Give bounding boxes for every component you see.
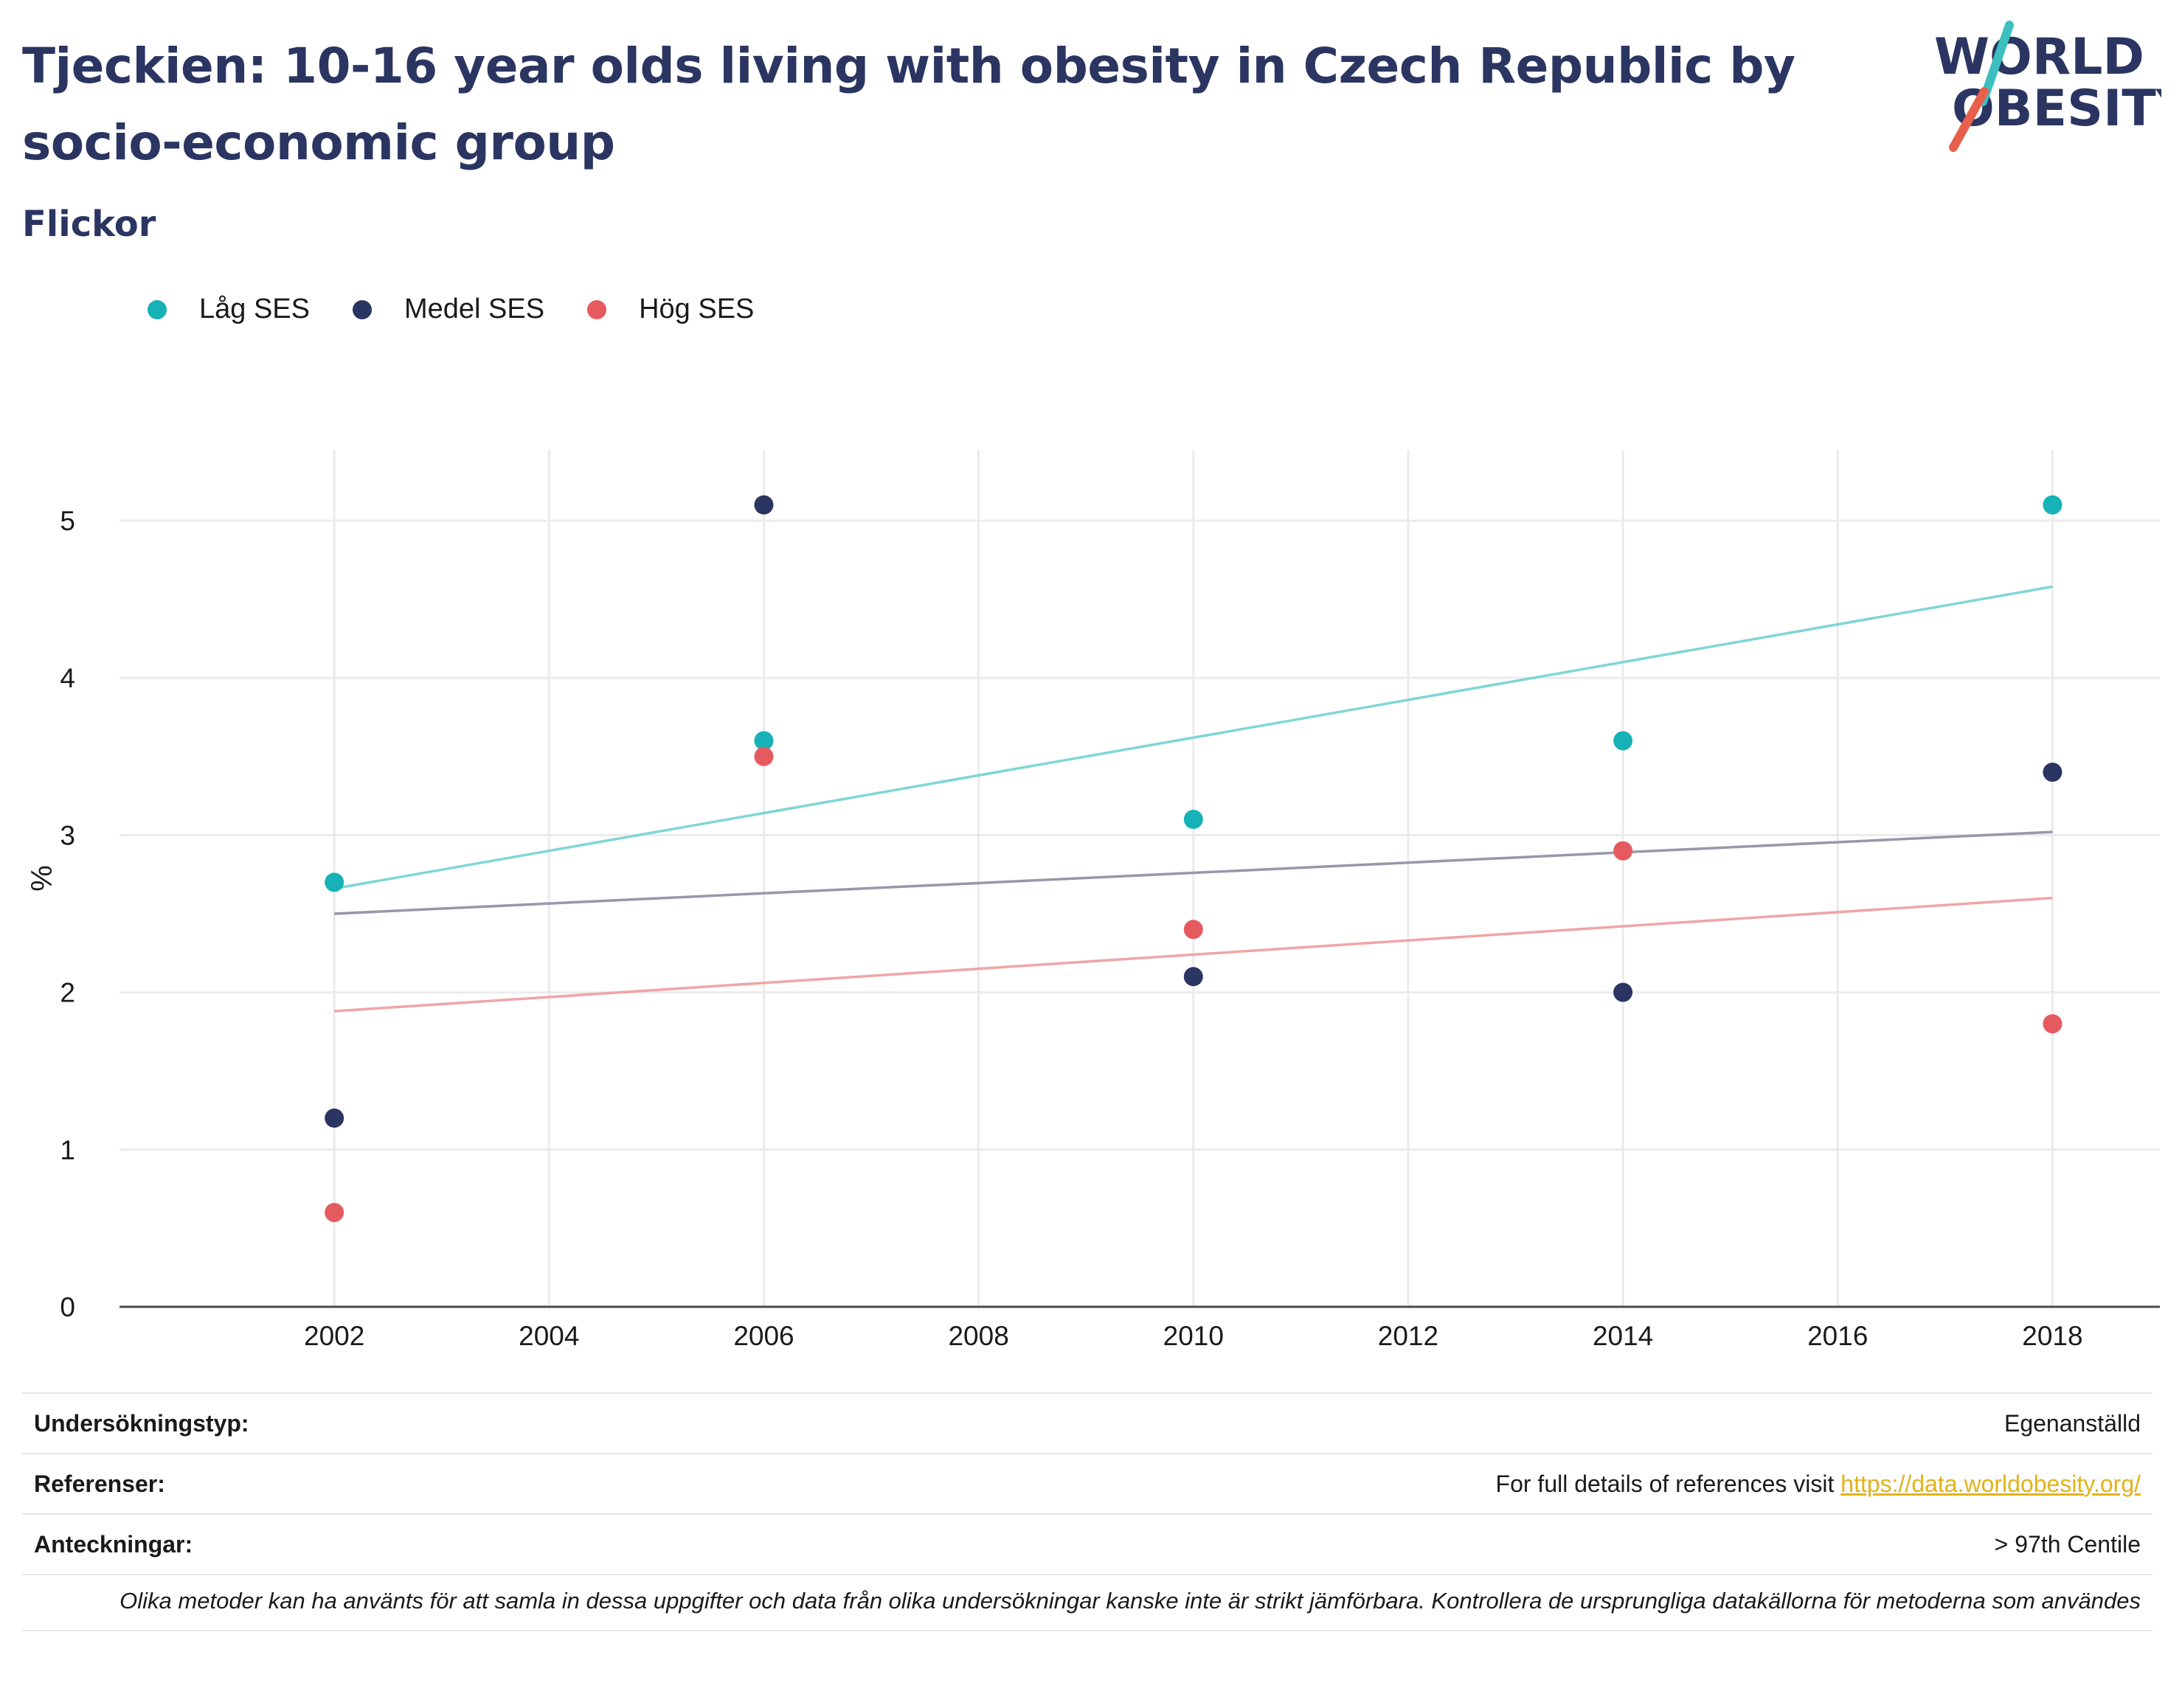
chart-legend: Låg SES Medel SES Hög SES <box>148 294 797 325</box>
y-axis-label: % <box>26 865 58 892</box>
legend-label-lag-ses: Låg SES <box>199 294 310 324</box>
data-point-series-1 <box>1613 982 1633 1002</box>
data-point-series-0 <box>2043 495 2062 515</box>
info-row-references: Referenser: For full details of referenc… <box>22 1453 2152 1513</box>
data-point-series-2 <box>325 1203 344 1223</box>
y-tick-label: 0 <box>60 1292 75 1322</box>
references-text: For full details of references visit <box>1495 1470 1841 1497</box>
data-point-series-0 <box>754 731 774 751</box>
trendline-series-2 <box>334 896 2053 1013</box>
x-tick-label: 2002 <box>304 1321 364 1351</box>
scatter-chart: 0 1 2 3 4 5 2002 2004 2006 2008 2010 2012 2014 2016 20… <box>26 450 2160 1351</box>
data-point-series-1 <box>325 1108 344 1128</box>
page-title: Tjeckien: 10-16 year olds living with ob… <box>22 38 1795 171</box>
references-value: For full details of references visit htt… <box>1496 1471 2141 1498</box>
data-point-series-2 <box>1183 920 1203 940</box>
x-tick-label: 2018 <box>2022 1321 2082 1351</box>
data-point-series-1 <box>2043 763 2062 782</box>
data-point-series-2 <box>1613 841 1633 861</box>
y-tick-label: 3 <box>60 820 75 850</box>
logo-line1: WORLD <box>1934 28 2144 86</box>
legend-marker-lag-ses <box>148 299 167 319</box>
notes-label: Anteckningar: <box>34 1530 193 1558</box>
legend-label-hog-ses: Hög SES <box>639 294 755 324</box>
data-point-series-1 <box>754 495 774 515</box>
data-point-series-0 <box>1613 731 1633 751</box>
legend-item-medel-ses[interactable]: Medel SES <box>353 294 544 325</box>
x-tick-label: 2010 <box>1163 1321 1224 1351</box>
x-tick-label: 2006 <box>733 1321 794 1351</box>
y-tick-label: 2 <box>60 978 75 1008</box>
legend-marker-hog-ses <box>587 299 607 319</box>
legend-label-medel-ses: Medel SES <box>404 294 545 324</box>
x-tick-label: 2008 <box>948 1321 1008 1351</box>
logo-slash-bottom <box>1949 87 1989 152</box>
survey-type-value: Egenanställd <box>2003 1409 2141 1437</box>
y-tick-label: 4 <box>60 663 75 693</box>
data-point-series-1 <box>1183 967 1203 987</box>
x-tick-label: 2004 <box>519 1321 579 1351</box>
y-tick-label: 1 <box>60 1135 75 1165</box>
chart-subtitle: Flickor <box>22 204 156 245</box>
x-tick-label: 2014 <box>1593 1321 1653 1351</box>
data-point-series-0 <box>1183 810 1203 830</box>
info-row-notes: Anteckningar: > 97th Centile <box>22 1513 2152 1574</box>
references-label: Referenser: <box>34 1470 165 1497</box>
legend-item-hog-ses[interactable]: Hög SES <box>587 294 754 325</box>
data-point-series-0 <box>325 872 344 892</box>
trendline-series-0 <box>333 585 2053 890</box>
data-point-series-2 <box>2043 1014 2062 1034</box>
x-tick-label: 2016 <box>1807 1321 1868 1351</box>
references-link[interactable]: https://data.worldobesity.org/ <box>1840 1470 2141 1497</box>
survey-type-label: Undersökningstyp: <box>34 1409 249 1437</box>
x-tick-label: 2012 <box>1378 1321 1438 1351</box>
legend-marker-medel-ses <box>353 299 372 319</box>
info-table: Undersökningstyp: Egenanställd Referense… <box>22 1392 2152 1631</box>
disclaimer-note: Olika metoder kan ha använts för att sam… <box>22 1574 2152 1631</box>
data-point-series-2 <box>754 746 774 766</box>
notes-value: > 97th Centile <box>1994 1530 2141 1558</box>
world-obesity-logo: WORLD OBESITY <box>1934 21 2161 152</box>
legend-item-lag-ses[interactable]: Låg SES <box>148 294 310 325</box>
info-row-survey-type: Undersökningstyp: Egenanställd <box>22 1392 2152 1453</box>
trendline-series-1 <box>334 830 2053 915</box>
y-tick-label: 5 <box>60 506 75 536</box>
